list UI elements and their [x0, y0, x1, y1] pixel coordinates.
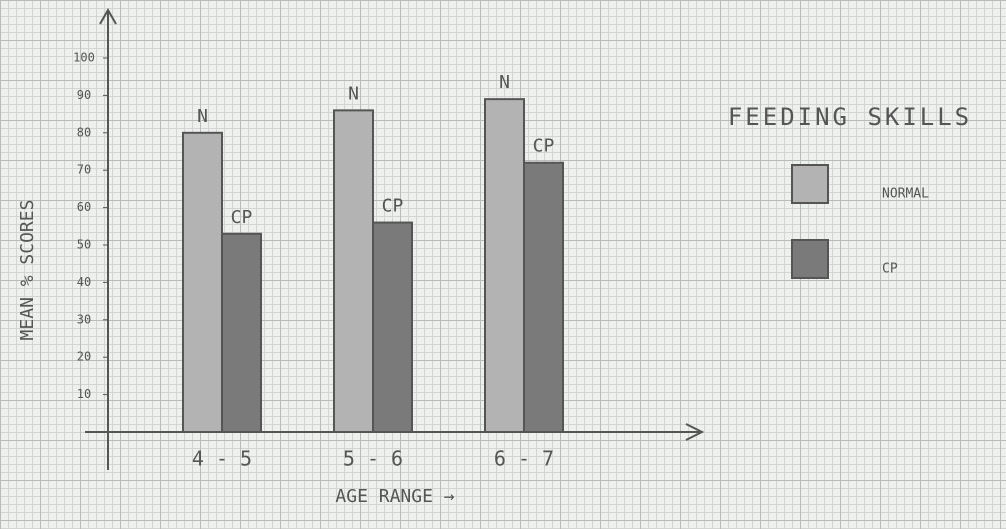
- bar: [524, 163, 563, 432]
- bar: [373, 223, 412, 432]
- legend-swatch: [792, 165, 828, 203]
- y-tick-label: 20: [77, 350, 91, 364]
- legend-swatch: [792, 240, 828, 278]
- y-tick-label: 70: [77, 163, 91, 177]
- chart: MEAN % SCORES AGE RANGE → FEEDING SKILLS…: [0, 0, 1006, 529]
- y-tick-label: 50: [77, 238, 91, 252]
- x-tick-label: 5 - 6: [343, 447, 403, 471]
- y-tick-label: 80: [77, 125, 91, 139]
- y-tick-label: 90: [77, 88, 91, 102]
- y-tick-label: 10: [77, 387, 91, 401]
- legend-label: NORMAL: [882, 187, 929, 202]
- y-tick-label: 30: [77, 312, 91, 326]
- bar: [222, 234, 261, 432]
- bar: [183, 133, 222, 432]
- y-axis-title: MEAN % SCORES: [17, 200, 38, 341]
- y-tick-label: 60: [77, 200, 91, 214]
- x-axis-title: AGE RANGE →: [335, 486, 454, 507]
- bar: [334, 110, 373, 432]
- bar-label: CP: [533, 136, 555, 157]
- bar: [485, 99, 524, 432]
- y-tick-label: 100: [73, 51, 95, 65]
- x-tick-label: 6 - 7: [494, 447, 554, 471]
- bar-label: CP: [382, 196, 404, 217]
- bar-label: N: [348, 83, 359, 104]
- legend-title: FEEDING SKILLS: [728, 103, 972, 131]
- graph-paper: MEAN % SCORES AGE RANGE → FEEDING SKILLS…: [0, 0, 1006, 529]
- bar-label: CP: [231, 207, 253, 228]
- y-tick-label: 40: [77, 275, 91, 289]
- legend-label: CP: [882, 262, 898, 277]
- bar-label: N: [197, 106, 208, 127]
- bar-label: N: [499, 72, 510, 93]
- x-tick-label: 4 - 5: [192, 447, 252, 471]
